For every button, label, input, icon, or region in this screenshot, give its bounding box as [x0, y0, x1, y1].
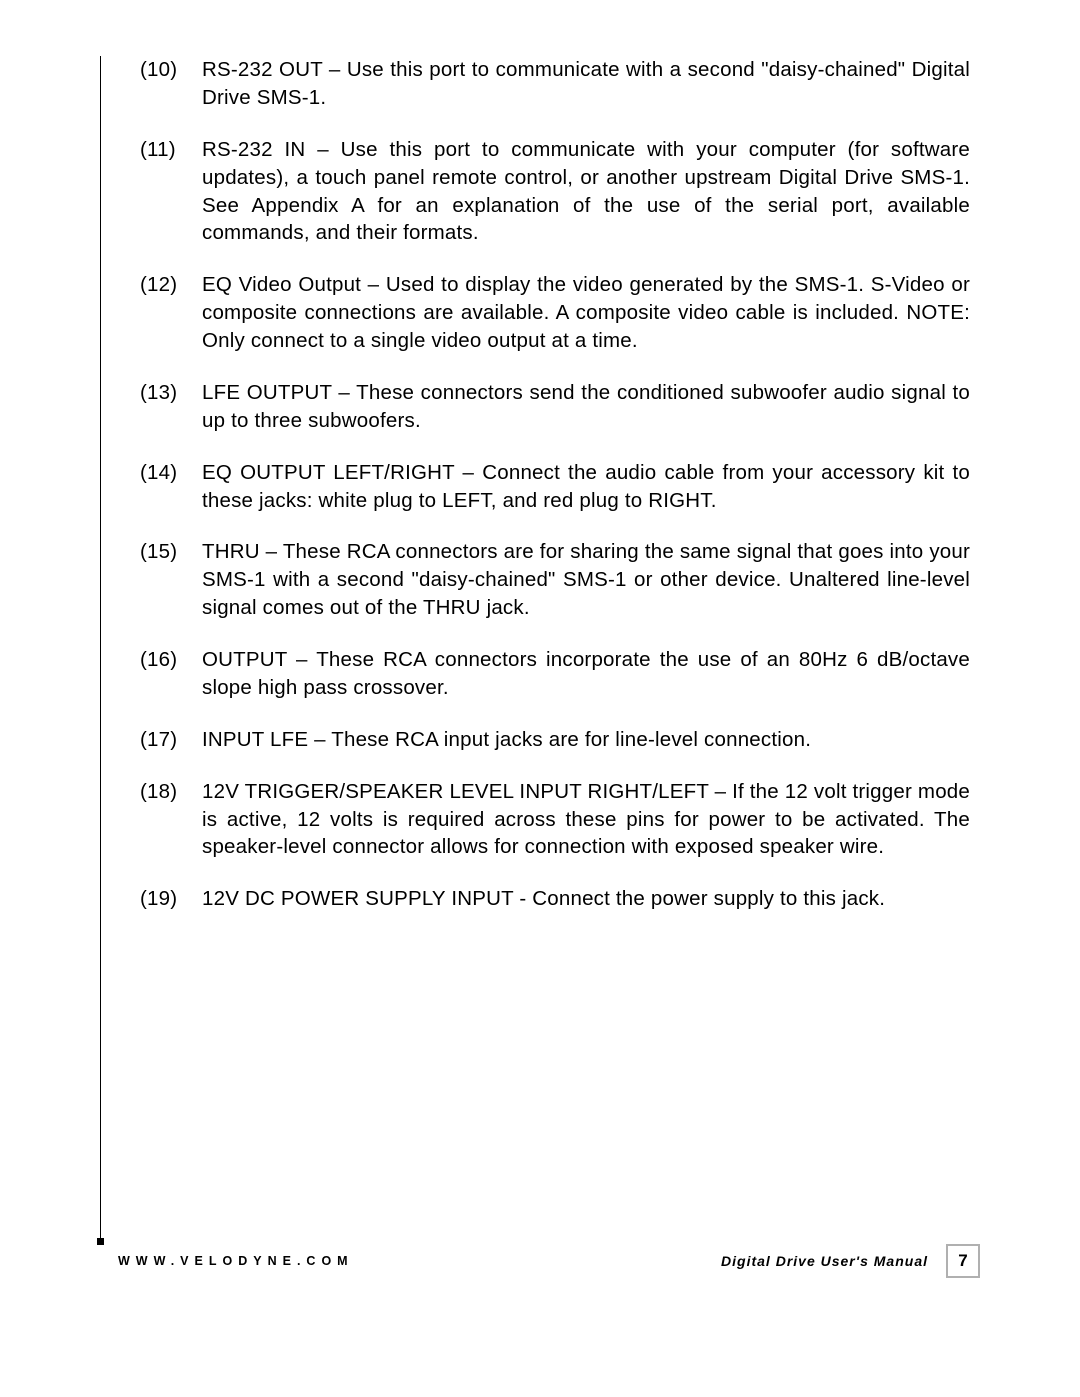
item-number: (15): [140, 538, 202, 622]
list-item: (12)EQ Video Output – Used to display th…: [140, 271, 970, 355]
list-item: (16)OUTPUT – These RCA connectors incorp…: [140, 646, 970, 702]
footer-right-group: Digital Drive User's Manual 7: [721, 1244, 980, 1278]
manual-page: (10)RS-232 OUT – Use this port to commun…: [0, 0, 1080, 1397]
footer-manual-title: Digital Drive User's Manual: [721, 1253, 928, 1269]
page-number-box: 7: [946, 1244, 980, 1278]
item-number: (14): [140, 459, 202, 515]
item-number: (16): [140, 646, 202, 702]
item-number: (17): [140, 726, 202, 754]
item-number: (12): [140, 271, 202, 355]
list-item: (15)THRU – These RCA connectors are for …: [140, 538, 970, 622]
item-number: (13): [140, 379, 202, 435]
item-text: LFE OUTPUT – These connectors send the c…: [202, 379, 970, 435]
page-number: 7: [958, 1251, 967, 1271]
list-item: (18)12V TRIGGER/SPEAKER LEVEL INPUT RIGH…: [140, 778, 970, 862]
list-item: (14)EQ OUTPUT LEFT/RIGHT – Connect the a…: [140, 459, 970, 515]
vertical-rule: [100, 56, 101, 1241]
item-text: RS-232 OUT – Use this port to communicat…: [202, 56, 970, 112]
list-item: (19)12V DC POWER SUPPLY INPUT - Connect …: [140, 885, 970, 913]
item-text: INPUT LFE – These RCA input jacks are fo…: [202, 726, 970, 754]
item-text: RS-232 IN – Use this port to communicate…: [202, 136, 970, 248]
item-text: OUTPUT – These RCA connectors incorporat…: [202, 646, 970, 702]
item-text: EQ Video Output – Used to display the vi…: [202, 271, 970, 355]
list-item: (13)LFE OUTPUT – These connectors send t…: [140, 379, 970, 435]
vertical-rule-end-dot: [97, 1238, 104, 1245]
list-item: (11)RS-232 IN – Use this port to communi…: [140, 136, 970, 248]
item-number: (19): [140, 885, 202, 913]
item-number: (11): [140, 136, 202, 248]
item-text: 12V DC POWER SUPPLY INPUT - Connect the …: [202, 885, 970, 913]
item-number: (18): [140, 778, 202, 862]
item-text: THRU – These RCA connectors are for shar…: [202, 538, 970, 622]
item-text: 12V TRIGGER/SPEAKER LEVEL INPUT RIGHT/LE…: [202, 778, 970, 862]
list-item: (10)RS-232 OUT – Use this port to commun…: [140, 56, 970, 112]
footer-url: WWW.VELODYNE.COM: [118, 1254, 354, 1268]
content-list: (10)RS-232 OUT – Use this port to commun…: [140, 56, 970, 913]
item-number: (10): [140, 56, 202, 112]
item-text: EQ OUTPUT LEFT/RIGHT – Connect the audio…: [202, 459, 970, 515]
page-footer: WWW.VELODYNE.COM Digital Drive User's Ma…: [100, 1246, 980, 1276]
list-item: (17)INPUT LFE – These RCA input jacks ar…: [140, 726, 970, 754]
